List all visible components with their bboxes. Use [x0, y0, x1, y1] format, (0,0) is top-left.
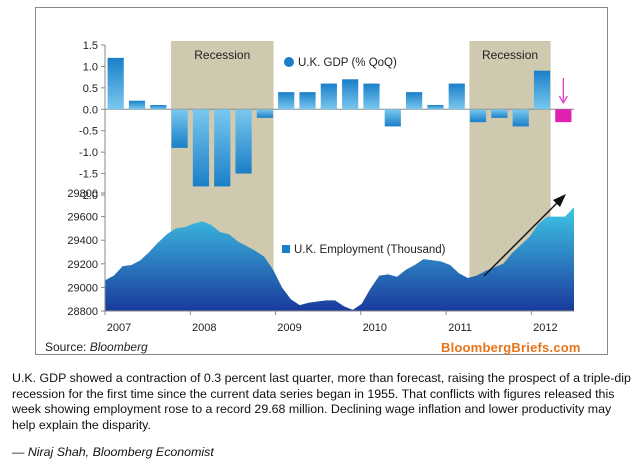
x-tick-label: 2007	[107, 322, 131, 334]
emp-y-tick-label: 29400	[67, 235, 98, 247]
gdp-y-tick-label: -0.5	[79, 126, 98, 138]
gdp-bar	[491, 109, 508, 118]
chart-svg: Recession Recession 1.5 1.0 0.5 0.0 -0.5 -1.0 -1…	[67, 40, 574, 334]
x-tick-label: 2012	[533, 322, 557, 334]
gdp-bar	[192, 109, 210, 187]
gdp-bar	[214, 109, 231, 187]
gdp-y-tick-label: 1.0	[83, 61, 98, 73]
gdp-bar	[171, 109, 188, 148]
trend-arrowhead	[553, 194, 566, 207]
gdp-bar	[235, 109, 252, 174]
gdp-legend-label: U.K. GDP (% QoQ)	[298, 57, 397, 69]
gdp-y-tick-label: -1.5	[79, 169, 98, 181]
source-note: Source: Bloomberg	[45, 340, 148, 354]
gdp-bar	[278, 92, 295, 110]
emp-y-tick-label: 29800	[67, 188, 98, 200]
x-tick-label: 2010	[363, 322, 387, 334]
gdp-bar	[363, 83, 380, 110]
gdp-bar	[107, 57, 124, 110]
emp-y-tick-label: 29200	[67, 259, 98, 271]
source-label: Source:	[45, 340, 87, 354]
gdp-bar	[555, 109, 572, 123]
source-name: Bloomberg	[89, 340, 148, 354]
gdp-bar	[342, 79, 359, 110]
gdp-bar	[299, 92, 316, 110]
gdp-legend-marker	[284, 57, 294, 67]
gdp-bar	[533, 70, 551, 110]
employment-area	[105, 207, 574, 311]
gdp-bar	[256, 109, 273, 118]
emp-y-tick-label: 29000	[67, 282, 98, 294]
emp-y-tick-label: 28800	[67, 306, 98, 318]
gdp-y-tick-label: 1.5	[83, 40, 98, 52]
gdp-bar	[406, 92, 423, 110]
recession-label: Recession	[194, 48, 250, 62]
gdp-bar	[448, 83, 465, 110]
gdp-bar	[469, 109, 487, 123]
gdp-bar	[384, 109, 401, 127]
chart-frame: Recession Recession 1.5 1.0 0.5 0.0 -0.5 -1.0 -1…	[35, 7, 608, 355]
brand-logo: BloombergBriefs.com	[441, 340, 581, 355]
gdp-bar	[150, 105, 167, 110]
x-tick-label: 2011	[448, 322, 472, 334]
recession-label: Recession	[482, 48, 538, 62]
emp-y-tick-label: 29600	[67, 212, 98, 224]
gdp-bar	[128, 100, 146, 110]
caption: U.K. GDP showed a contraction of 0.3 per…	[12, 371, 631, 432]
gdp-bar	[320, 83, 337, 110]
gdp-y-tick-label: 0.0	[83, 104, 98, 116]
gdp-bar	[427, 105, 444, 110]
gdp-y-tick-label: -2.0	[79, 190, 98, 202]
trend-arrow	[483, 196, 564, 277]
gdp-y-tick-label: -1.0	[79, 147, 98, 159]
byline: — Niraj Shah, Bloomberg Economist	[12, 445, 214, 459]
emp-legend-marker	[282, 245, 290, 253]
gdp-y-tick-label: 0.5	[83, 83, 98, 95]
x-tick-label: 2008	[192, 322, 216, 334]
x-tick-label: 2009	[277, 322, 301, 334]
gdp-bar	[512, 109, 529, 127]
decline-arrowhead	[558, 95, 568, 105]
emp-legend-label: U.K. Employment (Thousand)	[294, 244, 446, 256]
